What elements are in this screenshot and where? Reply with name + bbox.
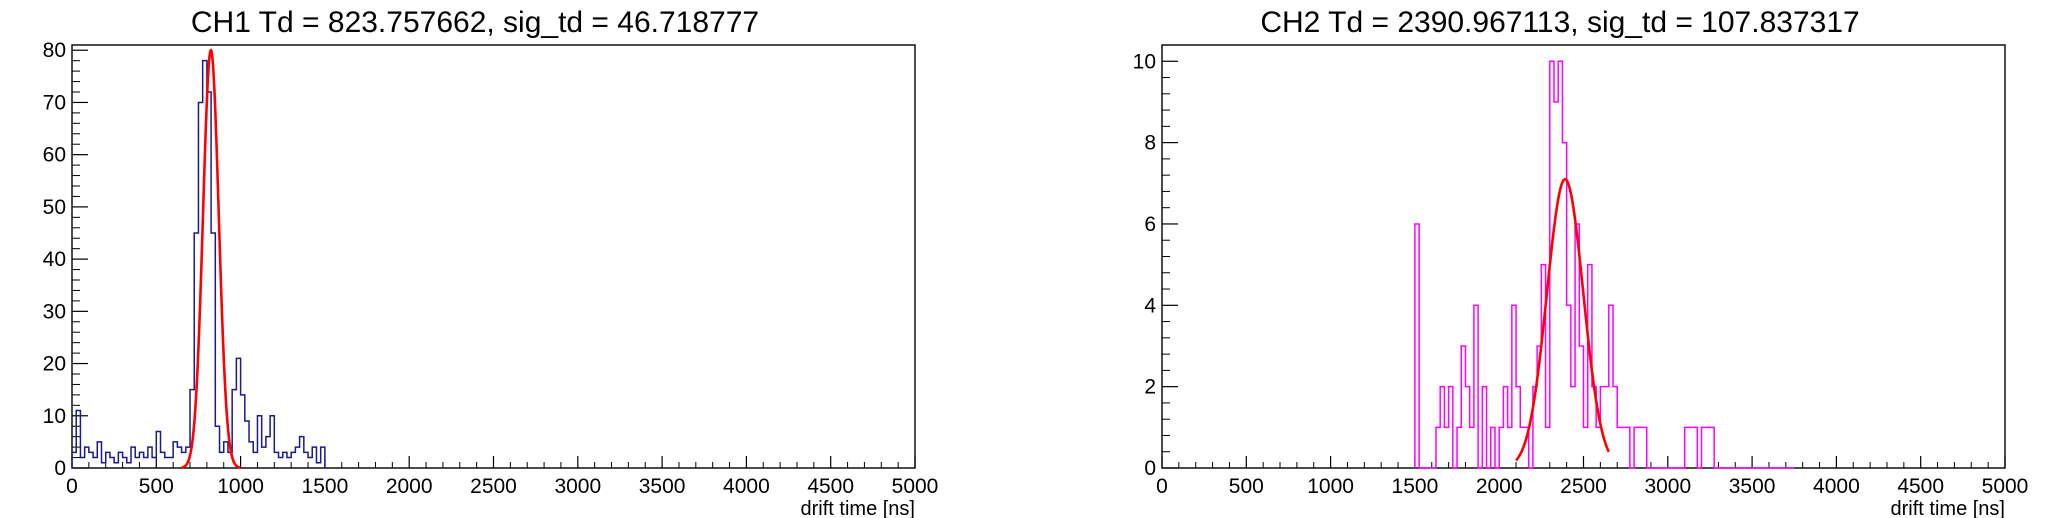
y-tick-label: 60 — [43, 144, 66, 167]
y-tick-label: 20 — [43, 353, 66, 376]
histogram-series — [1414, 60, 1795, 469]
x-tick-label: 4500 — [807, 475, 854, 498]
y-tick-label: 30 — [43, 300, 66, 323]
x-tick-label: 5000 — [1982, 475, 2029, 498]
x-tick-label: 5000 — [892, 475, 939, 498]
x-tick-label: 2000 — [1476, 475, 1523, 498]
x-tick-label: 1000 — [217, 475, 264, 498]
x-tick-label: 500 — [139, 475, 174, 498]
x-tick-label: 3500 — [639, 475, 686, 498]
y-tick-label: 8 — [1144, 132, 1156, 155]
x-tick-label: 4000 — [1813, 475, 1860, 498]
x-tick-label: 500 — [1229, 475, 1264, 498]
y-tick-label: 40 — [43, 248, 66, 271]
y-tick-label: 70 — [43, 91, 66, 114]
y-tick-label: 50 — [43, 196, 66, 219]
gaussian-fit-curve — [181, 48, 241, 469]
y-tick-label: 10 — [43, 405, 66, 428]
y-tick-label: 80 — [43, 39, 66, 62]
x-axis-label-ch1: drift time [ns] — [801, 498, 915, 518]
plot-area-ch2: 0 500 1000 1500 2000 2500 3000 3500 4000 4500 5000… — [1133, 44, 2029, 498]
x-tick-label: 0 — [1156, 475, 1168, 498]
x-tick-label: 1500 — [1392, 475, 1439, 498]
plot-area-ch1: 0 500 1000 1500 2000 2500 3000 3500 4000 4500 5000… — [43, 39, 939, 498]
x-tick-label: 4500 — [1897, 475, 1944, 498]
y-tick-label: 10 — [1133, 50, 1156, 73]
x-tick-label: 2500 — [470, 475, 517, 498]
gaussian-fit-curve — [1515, 177, 1610, 462]
x-tick-label: 1500 — [302, 475, 349, 498]
chart-title-ch1: CH1 Td = 823.757662, sig_td = 46.718777 — [191, 6, 759, 39]
x-tick-label: 3000 — [1644, 475, 1691, 498]
chart-panel-ch2: CH2 Td = 2390.967113, sig_td = 107.83731… — [1133, 6, 2029, 518]
x-tick-label: 2500 — [1560, 475, 1607, 498]
x-axis-label-ch2: drift time [ns] — [1891, 498, 2005, 518]
x-tick-label: 2000 — [386, 475, 433, 498]
x-tick-label: 3000 — [554, 475, 601, 498]
y-tick-label: 4 — [1144, 294, 1156, 317]
y-tick-label: 2 — [1144, 376, 1156, 399]
y-tick-label: 0 — [1144, 457, 1156, 480]
chart-title-ch2: CH2 Td = 2390.967113, sig_td = 107.83731… — [1260, 6, 1859, 39]
histogram-series — [71, 59, 326, 468]
x-tick-label: 3500 — [1729, 475, 1776, 498]
x-tick-label: 1000 — [1307, 475, 1354, 498]
y-tick-label: 0 — [54, 457, 66, 480]
x-tick-label: 4000 — [723, 475, 770, 498]
y-tick-label: 6 — [1144, 213, 1156, 236]
chart-panel-ch1: CH1 Td = 823.757662, sig_td = 46.718777 … — [43, 6, 939, 518]
x-tick-label: 0 — [66, 475, 78, 498]
